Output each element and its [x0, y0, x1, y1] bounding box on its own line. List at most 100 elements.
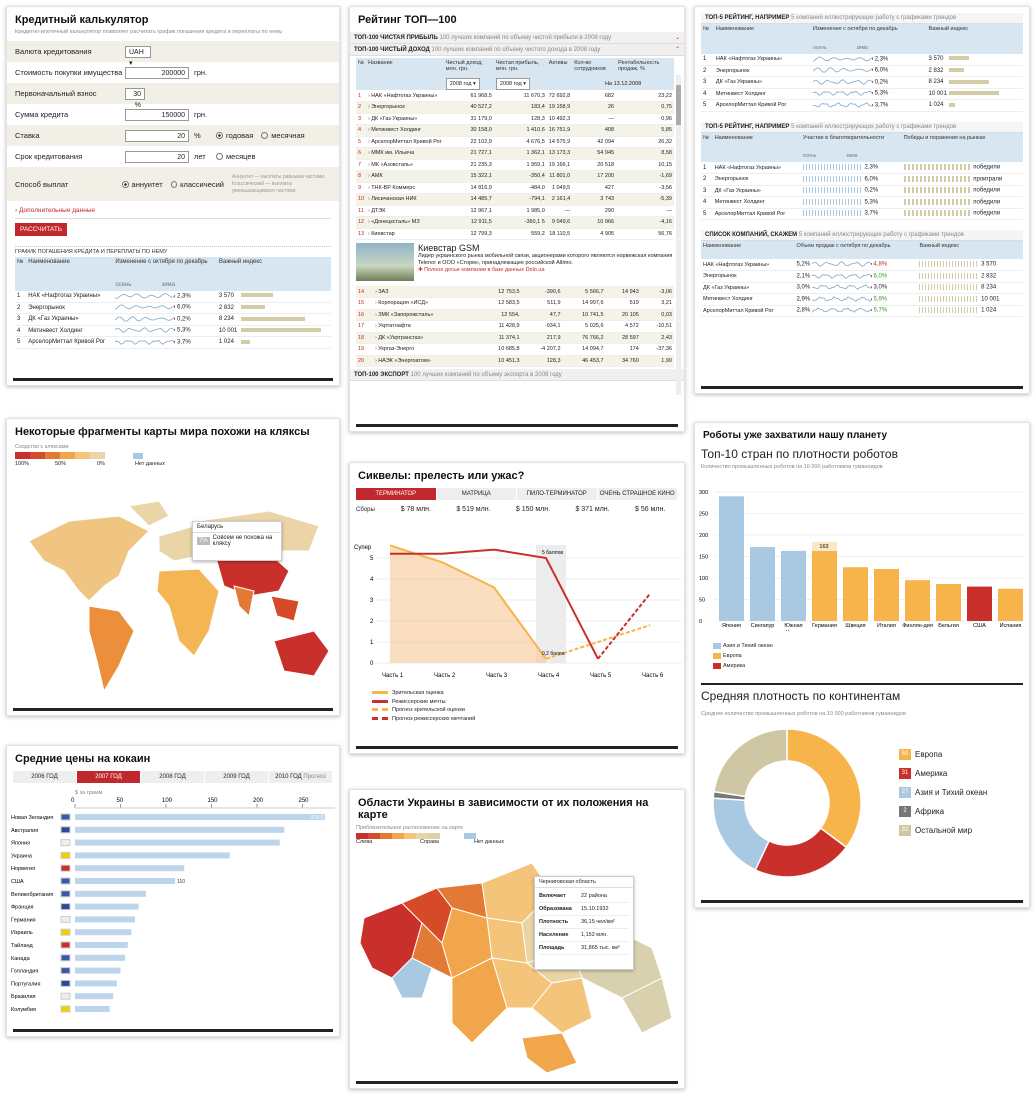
column-header[interactable]: Победы и поражения на рынках [903, 134, 986, 141]
table-row[interactable]: 11 › ДТЭК 12 967,1 1 985,0—290— [356, 205, 674, 217]
column-header[interactable]: № [358, 60, 364, 66]
column-header[interactable]: Наименование [703, 243, 742, 249]
table-row[interactable]: 3 ДК «Газ Украины» 0,2% победили [701, 185, 1023, 197]
radio-option[interactable] [261, 132, 269, 139]
table-row[interactable]: 5 АрселорМиттал Кривой Рог 3,7% победили [701, 208, 1023, 220]
table-row[interactable]: Метинвест Холдинг 2,9% 5,9% 10 001 [701, 294, 1023, 305]
calc-input[interactable]: 20 [125, 150, 189, 163]
table-row[interactable]: 1 НАК «Нафтогаз Украины» 2,3% победили [701, 162, 1023, 174]
donut-legend-item[interactable]: 2 Африка [899, 806, 987, 817]
price-bar[interactable] [75, 993, 114, 1000]
sequel-tab[interactable]: МАТРИЦА [436, 488, 517, 500]
donut-slice[interactable] [712, 797, 771, 871]
table-row[interactable]: 16 › ЗМК «Запорожсталь» 12 554, 47,7 10 741,… [356, 309, 674, 321]
calc-input[interactable]: 150000 [125, 108, 189, 121]
donut-slice[interactable] [786, 728, 862, 849]
calc-input[interactable]: 20 [125, 129, 189, 142]
table-row[interactable]: 2 Энергорынок 6,0% проиграли [701, 174, 1023, 185]
radio-option[interactable] [216, 132, 223, 139]
extra-data-link[interactable]: › Дополнительные данные [15, 207, 96, 214]
price-bar[interactable] [75, 942, 128, 948]
sequel-tab[interactable]: ПИЛО-ТЕРМИНАТОР [517, 488, 598, 500]
table-row[interactable]: 10 › Лисичанская НИК 14 485,7 -794,1 2 161,4… [356, 193, 674, 205]
accordion-export[interactable]: ТОП-100 ЭКСПОРТ 100 лучших компаний по о… [350, 369, 684, 381]
robot-bar[interactable] [967, 586, 992, 621]
table-row[interactable]: 2 Энергорынок 6,0% 2 832 [15, 302, 331, 314]
table-row[interactable]: 1 НАК «Нафтогаз Украины» 2,3% 3 570 [701, 54, 1023, 65]
column-header[interactable]: Наименование [714, 134, 753, 141]
price-bar[interactable] [75, 916, 136, 923]
table-row[interactable]: 6 › ММК им. Ильича 21 727,1 1 362,1 13 173,3… [356, 147, 674, 159]
price-bar[interactable] [75, 852, 230, 859]
table-row[interactable]: АрселорМиттал Кривой Рог 2,8% 5,7% 1 024 [701, 305, 1023, 317]
column-header[interactable]: № [703, 134, 709, 141]
year-tab[interactable]: 2010 ГОД Прогноз [269, 771, 333, 783]
robot-bar[interactable] [874, 568, 899, 621]
column-header[interactable]: № [17, 259, 24, 265]
column-header[interactable]: Название [368, 60, 393, 66]
table-row[interactable]: 20 › НАЭК «Энергоатом» 10 451,3 128,3 46 453… [356, 355, 674, 367]
table-row[interactable]: 4 Метинвест Холдинг 5,3% 10 001 [15, 325, 331, 337]
down-payment-slider[interactable]: 30 % [125, 87, 145, 109]
robot-bar[interactable] [843, 567, 868, 621]
table-row[interactable]: 5 › АрселорМиттал Кривой Рог 22 102,9 4 676… [356, 136, 674, 148]
price-bar[interactable] [75, 1006, 110, 1012]
column-header[interactable]: Наименование [715, 26, 755, 32]
accordion-net-income[interactable]: ТОП-100 ЧИСТЫЙ ДОХОД 100 лучших компаний… [350, 44, 684, 56]
price-bar[interactable] [75, 839, 280, 846]
robot-bar[interactable] [750, 547, 775, 621]
year-tab[interactable]: 2009 ГОД [205, 771, 269, 783]
column-header[interactable]: Важный индекс [919, 243, 960, 249]
robot-bar[interactable] [936, 584, 961, 621]
table-row[interactable]: НАК «Нафтогаз Украины» 5,2% 4,8% 3 570 [701, 259, 1023, 271]
table-row[interactable]: 4 Метинвест Холдинг 5,3% 10 001 [701, 88, 1023, 100]
robot-bar[interactable] [905, 580, 930, 621]
year-select-2[interactable]: 2008 год ▾ [495, 78, 530, 90]
sequel-tab[interactable]: ТЕРМИНАТОР [356, 488, 437, 500]
sequel-tab[interactable]: ОЧЕНЬ СТРАШНОЕ КИНО [597, 488, 678, 500]
table-row[interactable]: 2 Энергорынок 6,0% 2 832 [701, 65, 1023, 77]
table-row[interactable]: 13 › Киевстар 12 799,3 559,2 18 110,5 4 905 56… [356, 228, 674, 240]
table-row[interactable]: 4 › Метинвест Холдинг 30 158,0 1 410,6 16 75… [356, 124, 674, 136]
column-header[interactable]: Изменение с октября по декабрь [813, 26, 898, 32]
table-row[interactable]: 2 › Энергорынок 40 527,2 183,4 19 158,9 26 0,7… [356, 101, 674, 113]
column-header[interactable]: Рентабельность продаж, % [618, 60, 660, 72]
donut-legend-item[interactable]: 27 Азия и Тихий океан [899, 787, 987, 798]
price-bar[interactable] [75, 814, 325, 820]
promo-link[interactable]: ✚ Полное досье компании в базе данных De… [418, 267, 545, 273]
price-bar[interactable] [75, 826, 285, 833]
scrollbar[interactable] [676, 75, 681, 395]
radio-option[interactable] [170, 180, 178, 188]
table-row[interactable]: 3 ДК «Газ Украины» 0,2% 8 234 [15, 314, 331, 325]
accordion-net-profit[interactable]: ТОП-100 ЧИСТАЯ ПРИБЫЛЬ 100 лучших компан… [350, 32, 684, 44]
donut-legend-item[interactable]: 31 Америка [899, 768, 987, 779]
price-bar[interactable] [75, 980, 117, 987]
table-row[interactable]: 9 › ТНК-ВР Коммерс 14 816,9 -484,0 1 049,5 42… [356, 182, 674, 194]
ukraine-map[interactable] [352, 848, 682, 1078]
table-row[interactable]: Энергорынок 2,1% 6,0% 2 832 [701, 271, 1023, 282]
year-tab[interactable]: 2008 ГОД [141, 771, 205, 783]
table-row[interactable]: 1 › НАК «Нафтогаз Украины» 61 968,5 11 670,… [356, 90, 674, 102]
table-row[interactable]: 7 › МК «Азовсталь» 21 235,3 1 959,1 19 166,1… [356, 159, 674, 171]
price-bar[interactable] [75, 954, 126, 961]
radio-option[interactable] [122, 180, 129, 188]
price-bar[interactable] [75, 967, 121, 974]
calculate-button[interactable]: РАССЧИТАТЬ [15, 223, 68, 236]
price-bar[interactable] [75, 890, 146, 897]
donut-slice[interactable] [713, 728, 788, 798]
table-row[interactable]: 18 › ДК «Укртрансгаз» 11 374,1 217,9 76 766,… [356, 332, 674, 344]
table-row[interactable]: ДК «Газ Украины» 3,0% 3,0% 8 234 [701, 282, 1023, 294]
table-row[interactable]: 1 НАК «Нафтогаз Украины» 2,3% 3 570 [15, 291, 331, 302]
table-row[interactable]: 14 › ЗАЗ 12 753,5 -390,6 5 566,7 14 943 -3,06 [356, 286, 674, 298]
world-map[interactable] [9, 491, 339, 706]
column-header[interactable]: Участие в благотворительности [802, 134, 885, 141]
price-bar[interactable] [75, 903, 139, 910]
column-header[interactable]: Чистый доход, млн. грн. [445, 60, 483, 72]
table-row[interactable]: 17 › Укртатнафта 11 428,9 -934,1 5 025,6 4 57… [356, 320, 674, 332]
table-row[interactable]: 5 АрселорМиттал Кривой Рог 3,7% 1 024 [701, 100, 1023, 111]
column-header[interactable]: Кол-во сотрудников [574, 60, 606, 72]
year-select-1[interactable]: 2008 год ▾ [445, 78, 480, 90]
robot-bar[interactable] [998, 588, 1023, 621]
table-row[interactable]: 4 Метинвест Холдинг 5,3% победили [701, 197, 1023, 208]
